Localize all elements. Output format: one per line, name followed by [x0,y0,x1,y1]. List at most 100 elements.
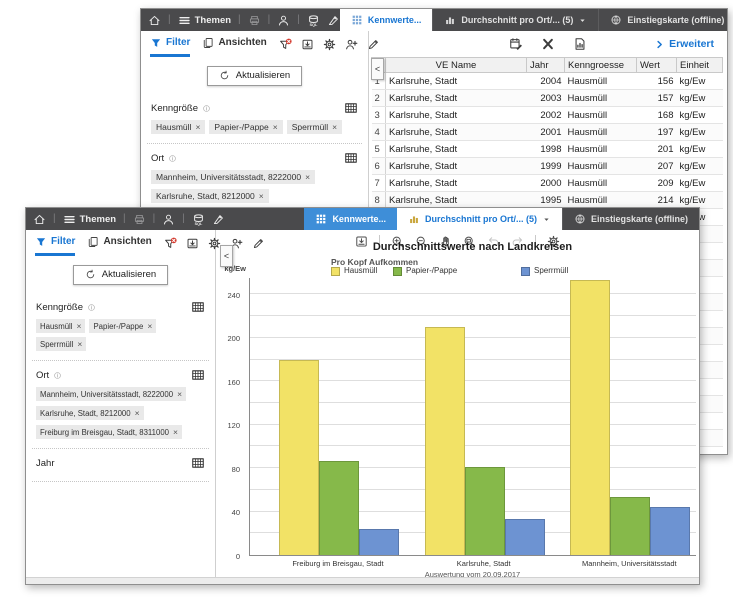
collapse-panel-button[interactable]: < [220,245,233,267]
tab-kennwerte[interactable]: Kennwerte... [340,9,433,31]
clear-filter-icon[interactable] [279,38,292,51]
user-icon[interactable] [277,14,290,27]
chip-remove-icon[interactable]: × [77,339,82,349]
chip-remove-icon[interactable]: × [77,321,82,331]
chart-bar[interactable] [279,360,319,555]
cell: Hausmüll [565,73,637,90]
filter-chip[interactable]: Mannheim, Universitätsstadt, 8222000× [36,387,186,401]
tab-durchschnitt[interactable]: Durchschnitt pro Ort/... (5) [432,9,598,31]
filter-toolbar: Filter Ansichten [26,230,215,256]
chart-bar[interactable] [650,507,690,555]
chip-remove-icon[interactable]: × [135,408,140,418]
column-header[interactable]: Wert [637,58,677,73]
tab-filter[interactable]: Filter [150,31,190,57]
column-header[interactable]: Jahr [527,58,565,73]
share-icon[interactable] [345,38,358,51]
tab-ansichten[interactable]: Ansichten [87,230,151,256]
filter-chip[interactable]: Freiburg im Breisgau, Stadt, 8311000× [36,425,182,439]
chart-bar[interactable] [570,280,610,555]
clear-filter-icon[interactable] [164,237,177,250]
cell: Karlsruhe, Stadt [386,192,527,209]
chart-bar[interactable] [610,497,650,555]
themen-menu[interactable]: Themen [63,213,116,226]
edit-values-icon[interactable] [509,37,523,51]
table-row[interactable]: 4Karlsruhe, Stadt2001Hausmüll197kg/Ew [372,124,723,141]
chip-remove-icon[interactable]: × [273,122,278,132]
gridline [250,337,696,338]
filter-chip[interactable]: Papier-/Pappe× [209,120,282,134]
pen-editor-icon[interactable] [327,14,340,27]
chip-remove-icon[interactable]: × [332,122,337,132]
home-icon[interactable] [148,14,161,27]
chart-bar[interactable] [505,519,545,555]
settings-icon[interactable] [323,38,336,51]
refresh-label: Aktualisieren [102,269,156,280]
table-row[interactable]: 7Karlsruhe, Stadt2000Hausmüll209kg/Ew [372,175,723,192]
chip-list: Mannheim, Universitätsstadt, 8222000× Kar… [36,386,205,441]
table-row[interactable]: 2Karlsruhe, Stadt2003Hausmüll157kg/Ew [372,90,723,107]
save-view-icon[interactable] [301,38,314,51]
report-export-icon[interactable] [573,37,587,51]
collapse-panel-button[interactable]: < [371,58,384,80]
refresh-button[interactable]: Aktualisieren [73,265,168,285]
filter-chip[interactable]: Hausmüll× [36,319,85,333]
tab-einstiegskarte[interactable]: Einstiegskarte (offline) [598,9,727,31]
chip-remove-icon[interactable]: × [177,389,182,399]
chip-remove-icon[interactable]: × [259,191,264,201]
titlebar: |Themen|||SQL Kennwerte...Durchschnitt p… [141,9,727,31]
chip-remove-icon[interactable]: × [195,122,200,132]
chart-bar[interactable] [425,327,465,555]
themen-menu[interactable]: Themen [178,14,231,27]
sql-editor-icon[interactable]: SQL [307,14,320,27]
filter-chip[interactable]: Karlsruhe, Stadt, 8212000× [36,406,144,420]
cell: 2001 [527,124,565,141]
column-header[interactable]: Kenngroesse [565,58,637,73]
tab-ansichten[interactable]: Ansichten [202,31,266,57]
table-row[interactable]: 6Karlsruhe, Stadt1999Hausmüll207kg/Ew [372,158,723,175]
tab-einstiegskarte[interactable]: Einstiegskarte (offline) [562,208,699,230]
value-grid-icon[interactable] [191,300,205,314]
filter-chip[interactable]: Hausmüll× [151,120,205,134]
tab-durchschnitt[interactable]: Durchschnitt pro Ort/... (5) [397,208,562,230]
refresh-button[interactable]: Aktualisieren [207,66,302,86]
pen-editor-icon[interactable] [212,213,225,226]
chart-bar[interactable] [465,467,505,555]
value-grid-icon[interactable] [191,456,205,470]
filter-chip[interactable]: Papier-/Pappe× [89,319,156,333]
filter-chip[interactable]: Karlsruhe, Stadt, 8212000× [151,189,269,203]
excel-export-icon[interactable] [541,37,555,51]
filter-label: Jahr [36,458,54,469]
titlebar-separator: | [168,15,171,25]
chip-label: Mannheim, Universitätsstadt, 8222000 [156,172,301,182]
printer-icon[interactable] [248,14,261,27]
filter-icon [35,236,47,248]
table-row[interactable]: 1Karlsruhe, Stadt2004Hausmüll156kg/Ew [372,73,723,90]
home-icon[interactable] [33,213,46,226]
table-row[interactable]: 8Karlsruhe, Stadt1995Hausmüll214kg/Ew [372,192,723,209]
table-row[interactable]: 3Karlsruhe, Stadt2002Hausmüll168kg/Ew [372,107,723,124]
filter-chip[interactable]: Sperrmüll× [287,120,342,134]
chip-remove-icon[interactable]: × [147,321,152,331]
value-grid-icon[interactable] [191,368,205,382]
tab-kennwerte[interactable]: Kennwerte... [304,208,397,230]
filter-chip[interactable]: Sperrmüll× [36,337,86,351]
sql-editor-icon[interactable]: SQL [192,213,205,226]
column-header[interactable]: Einheit [677,58,723,73]
erweitert-button[interactable]: Erweitert [655,31,714,57]
table-row[interactable]: 5Karlsruhe, Stadt1998Hausmüll201kg/Ew [372,141,723,158]
filter-tab-label: Filter [51,236,75,247]
value-grid-icon[interactable] [344,101,358,115]
value-grid-icon[interactable] [344,151,358,165]
filter-chip[interactable]: Mannheim, Universitätsstadt, 8222000 × [151,170,315,184]
save-view-icon[interactable] [186,237,199,250]
chip-remove-icon[interactable]: × [305,172,310,182]
chart-bar[interactable] [319,461,359,555]
column-header[interactable]: VE Name [386,58,527,73]
y-tick-label: 160 [216,378,245,387]
chip-remove-icon[interactable]: × [173,427,178,437]
printer-icon[interactable] [133,213,146,226]
chart-bar[interactable] [359,529,399,555]
titlebar-separator: | [153,214,156,224]
tab-filter[interactable]: Filter [35,230,75,256]
user-icon[interactable] [162,213,175,226]
